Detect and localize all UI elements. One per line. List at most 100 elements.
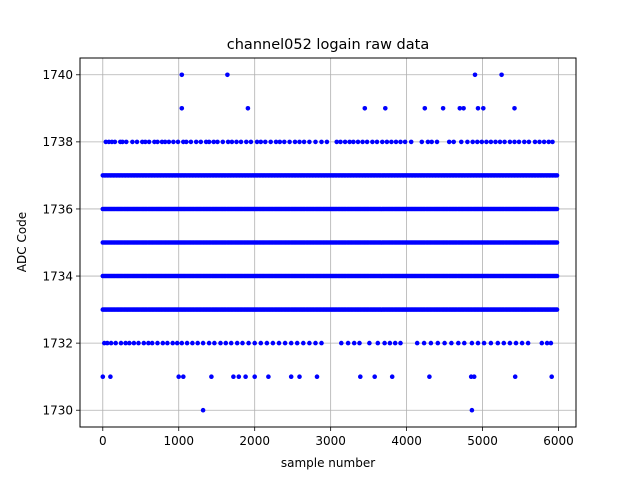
y-tick-label: 1730	[42, 404, 73, 418]
data-point	[220, 139, 226, 145]
data-point	[287, 139, 292, 145]
x-tick-label: 4000	[391, 434, 422, 448]
data-point	[451, 139, 457, 145]
data-point	[141, 340, 147, 346]
data-point	[367, 340, 372, 346]
data-point	[297, 139, 302, 145]
data-point	[166, 139, 172, 145]
data-point	[215, 139, 220, 145]
data-point	[414, 340, 420, 346]
data-point	[488, 340, 494, 346]
data-point	[264, 340, 270, 346]
y-tick-label: 1738	[42, 135, 73, 149]
data-point	[288, 374, 294, 380]
data-point	[481, 340, 487, 346]
data-point	[231, 374, 236, 380]
data-point	[339, 340, 344, 346]
data-point	[263, 139, 268, 145]
data-point	[200, 407, 206, 413]
data-point	[179, 106, 185, 111]
data-point	[469, 407, 475, 413]
data-point	[273, 139, 279, 145]
data-point	[475, 106, 481, 111]
data-point	[554, 273, 560, 279]
data-point	[338, 139, 343, 145]
data-point	[554, 307, 560, 312]
data-point	[374, 139, 380, 145]
data-point	[495, 340, 501, 346]
data-point	[123, 340, 128, 346]
data-point	[398, 340, 403, 346]
data-point	[355, 139, 361, 145]
data-point	[184, 139, 189, 145]
data-point	[324, 139, 330, 145]
data-point	[188, 139, 194, 145]
data-point	[282, 340, 288, 346]
data-point	[382, 340, 387, 346]
data-point	[342, 139, 348, 145]
data-point	[120, 139, 125, 145]
data-point	[475, 340, 481, 346]
data-point	[461, 106, 466, 111]
data-point	[380, 139, 385, 145]
data-point	[127, 340, 132, 346]
data-point	[459, 139, 464, 145]
data-point	[223, 340, 229, 346]
data-point	[240, 340, 245, 346]
y-tick-label: 1740	[42, 68, 73, 82]
data-point	[497, 139, 503, 145]
data-point	[297, 374, 302, 380]
data-point	[434, 139, 440, 145]
data-point	[465, 139, 470, 145]
data-point	[357, 340, 362, 346]
data-point	[179, 72, 185, 78]
data-point	[442, 340, 447, 346]
data-point	[228, 340, 234, 346]
data-point	[276, 340, 282, 346]
data-point	[475, 139, 480, 145]
data-point	[383, 106, 388, 111]
data-point	[427, 374, 432, 380]
data-point	[146, 139, 152, 145]
data-point	[422, 106, 428, 111]
data-point	[501, 340, 507, 346]
data-point	[258, 139, 264, 145]
data-point	[479, 139, 485, 145]
data-point	[209, 374, 214, 380]
data-point	[548, 340, 554, 346]
data-point	[389, 139, 394, 145]
data-point	[525, 340, 531, 346]
data-point	[481, 106, 486, 111]
data-point	[408, 139, 414, 145]
data-points	[100, 72, 560, 413]
x-tick-label: 0	[99, 434, 107, 448]
data-point	[146, 340, 151, 346]
data-point	[469, 340, 475, 346]
x-tick-label: 5000	[467, 434, 498, 448]
data-point	[155, 340, 160, 346]
data-point	[254, 139, 260, 145]
data-point	[229, 139, 235, 145]
data-point	[301, 340, 306, 346]
data-point	[288, 340, 294, 346]
data-point	[313, 139, 318, 145]
y-axis-label: ADC Code	[15, 212, 29, 272]
data-point	[358, 374, 363, 380]
data-point	[112, 139, 118, 145]
data-point	[364, 139, 370, 145]
data-point	[100, 374, 106, 380]
data-point	[190, 340, 195, 346]
data-point	[389, 374, 395, 380]
plot-frame	[79, 57, 577, 428]
data-point	[370, 139, 375, 145]
data-point	[176, 374, 181, 380]
data-point	[502, 139, 507, 145]
data-point	[522, 139, 527, 145]
data-point	[277, 139, 283, 145]
data-point	[160, 340, 166, 346]
x-tick-label: 6000	[543, 434, 574, 448]
data-point	[362, 106, 368, 111]
data-point	[507, 340, 513, 346]
